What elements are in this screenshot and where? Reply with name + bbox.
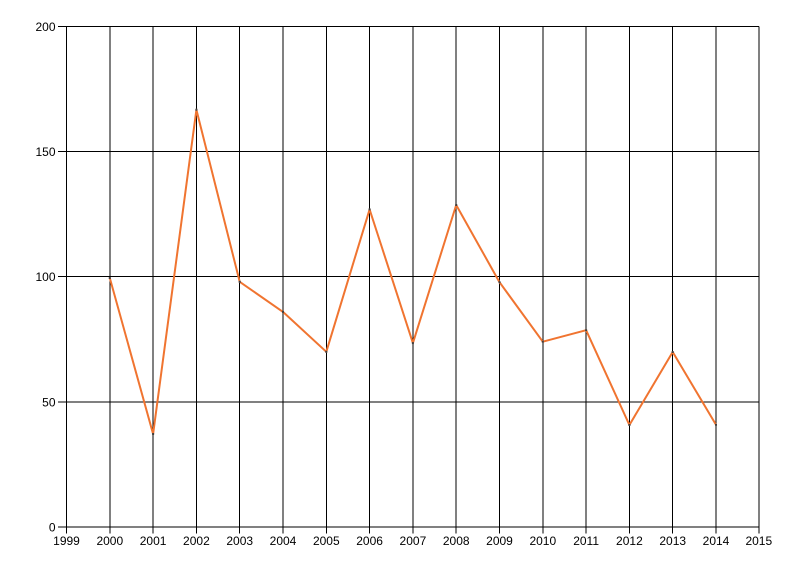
svg-text:2013: 2013 xyxy=(659,534,686,548)
svg-text:2001: 2001 xyxy=(140,534,167,548)
svg-text:2014: 2014 xyxy=(703,534,730,548)
svg-text:100: 100 xyxy=(35,270,55,284)
svg-text:2002: 2002 xyxy=(183,534,210,548)
svg-text:2006: 2006 xyxy=(356,534,383,548)
svg-text:0: 0 xyxy=(49,521,56,535)
svg-text:150: 150 xyxy=(35,145,55,159)
svg-text:2012: 2012 xyxy=(616,534,643,548)
svg-text:2009: 2009 xyxy=(486,534,513,548)
svg-text:2008: 2008 xyxy=(443,534,470,548)
svg-text:50: 50 xyxy=(42,396,56,410)
svg-text:2005: 2005 xyxy=(313,534,340,548)
svg-text:1999: 1999 xyxy=(53,534,80,548)
svg-text:200: 200 xyxy=(35,20,55,34)
svg-text:2000: 2000 xyxy=(96,534,123,548)
svg-text:2003: 2003 xyxy=(226,534,253,548)
svg-text:2010: 2010 xyxy=(529,534,556,548)
svg-text:2007: 2007 xyxy=(400,534,427,548)
svg-text:2015: 2015 xyxy=(745,534,772,548)
svg-text:2011: 2011 xyxy=(573,534,599,548)
svg-text:2004: 2004 xyxy=(270,534,297,548)
